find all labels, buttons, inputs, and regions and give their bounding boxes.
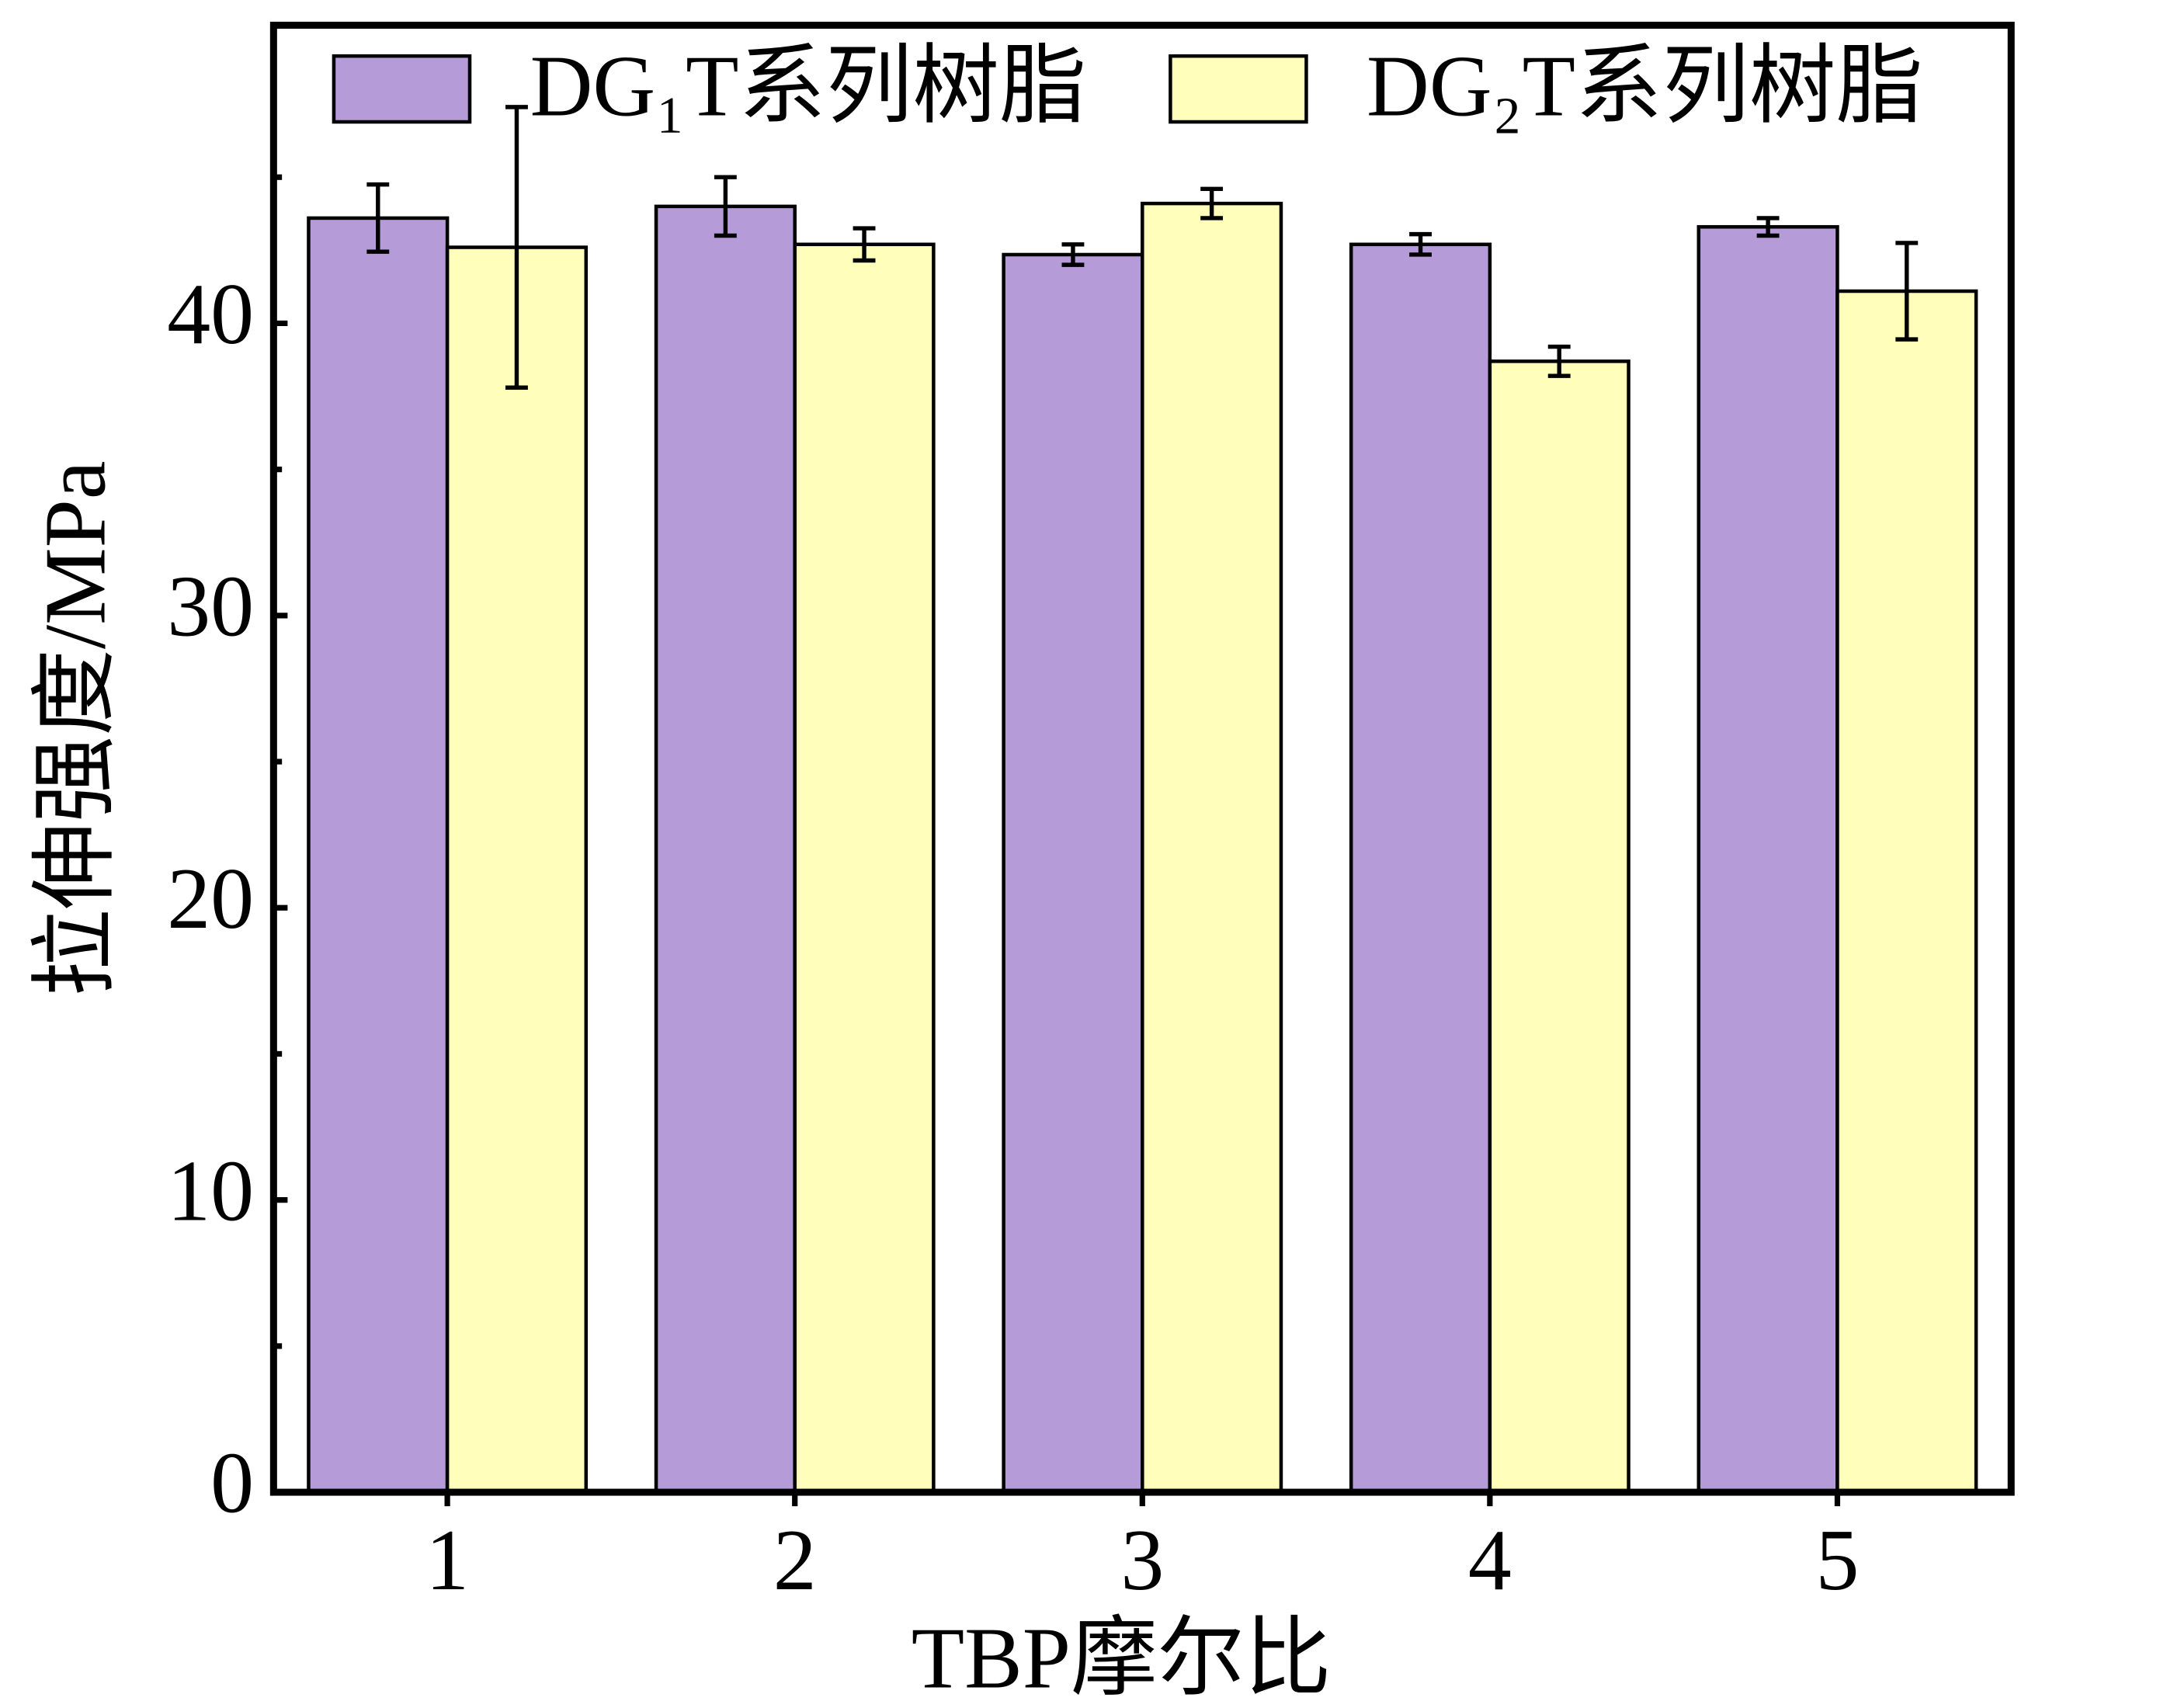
bar [445, 245, 589, 1494]
bar [793, 242, 936, 1494]
legend-label: DG₁T系列树脂 [530, 38, 1086, 134]
error-bar [1200, 186, 1224, 220]
y-tick-label: 40 [167, 266, 254, 363]
y-tick-label: 20 [167, 851, 254, 947]
error-bar [1547, 344, 1571, 378]
bar [1696, 224, 1839, 1494]
error-bar [366, 182, 390, 254]
y-tick-label: 0 [210, 1435, 254, 1532]
x-tick-label: 5 [1815, 1512, 1859, 1609]
bar [1002, 252, 1144, 1494]
error-bar [1756, 216, 1780, 238]
error-bar [1895, 241, 1919, 342]
y-tick-label: 10 [167, 1143, 254, 1239]
bar [1141, 201, 1283, 1494]
bar [1488, 359, 1630, 1494]
bar [1349, 242, 1492, 1494]
x-axis-title: TBP摩尔比 [912, 1610, 1332, 1706]
legend-swatch [1169, 54, 1308, 124]
x-tick-label: 2 [773, 1512, 817, 1609]
legend-label: DG₂T系列树脂 [1367, 38, 1922, 134]
error-bar [505, 105, 528, 390]
bar [1835, 289, 1978, 1494]
error-bar [1409, 231, 1432, 257]
x-tick-label: 1 [425, 1512, 469, 1609]
error-bar [714, 175, 737, 238]
x-tick-label: 4 [1468, 1512, 1512, 1609]
error-bar [853, 226, 876, 263]
y-tick-label: 30 [167, 559, 254, 655]
plot-frame [269, 21, 2015, 1496]
legend-swatch [332, 54, 472, 124]
bar [307, 216, 450, 1494]
y-axis-title: 拉伸强度/MPa [27, 461, 123, 997]
error-bar [1061, 242, 1085, 267]
x-tick-label: 3 [1120, 1512, 1164, 1609]
bar [654, 204, 797, 1494]
